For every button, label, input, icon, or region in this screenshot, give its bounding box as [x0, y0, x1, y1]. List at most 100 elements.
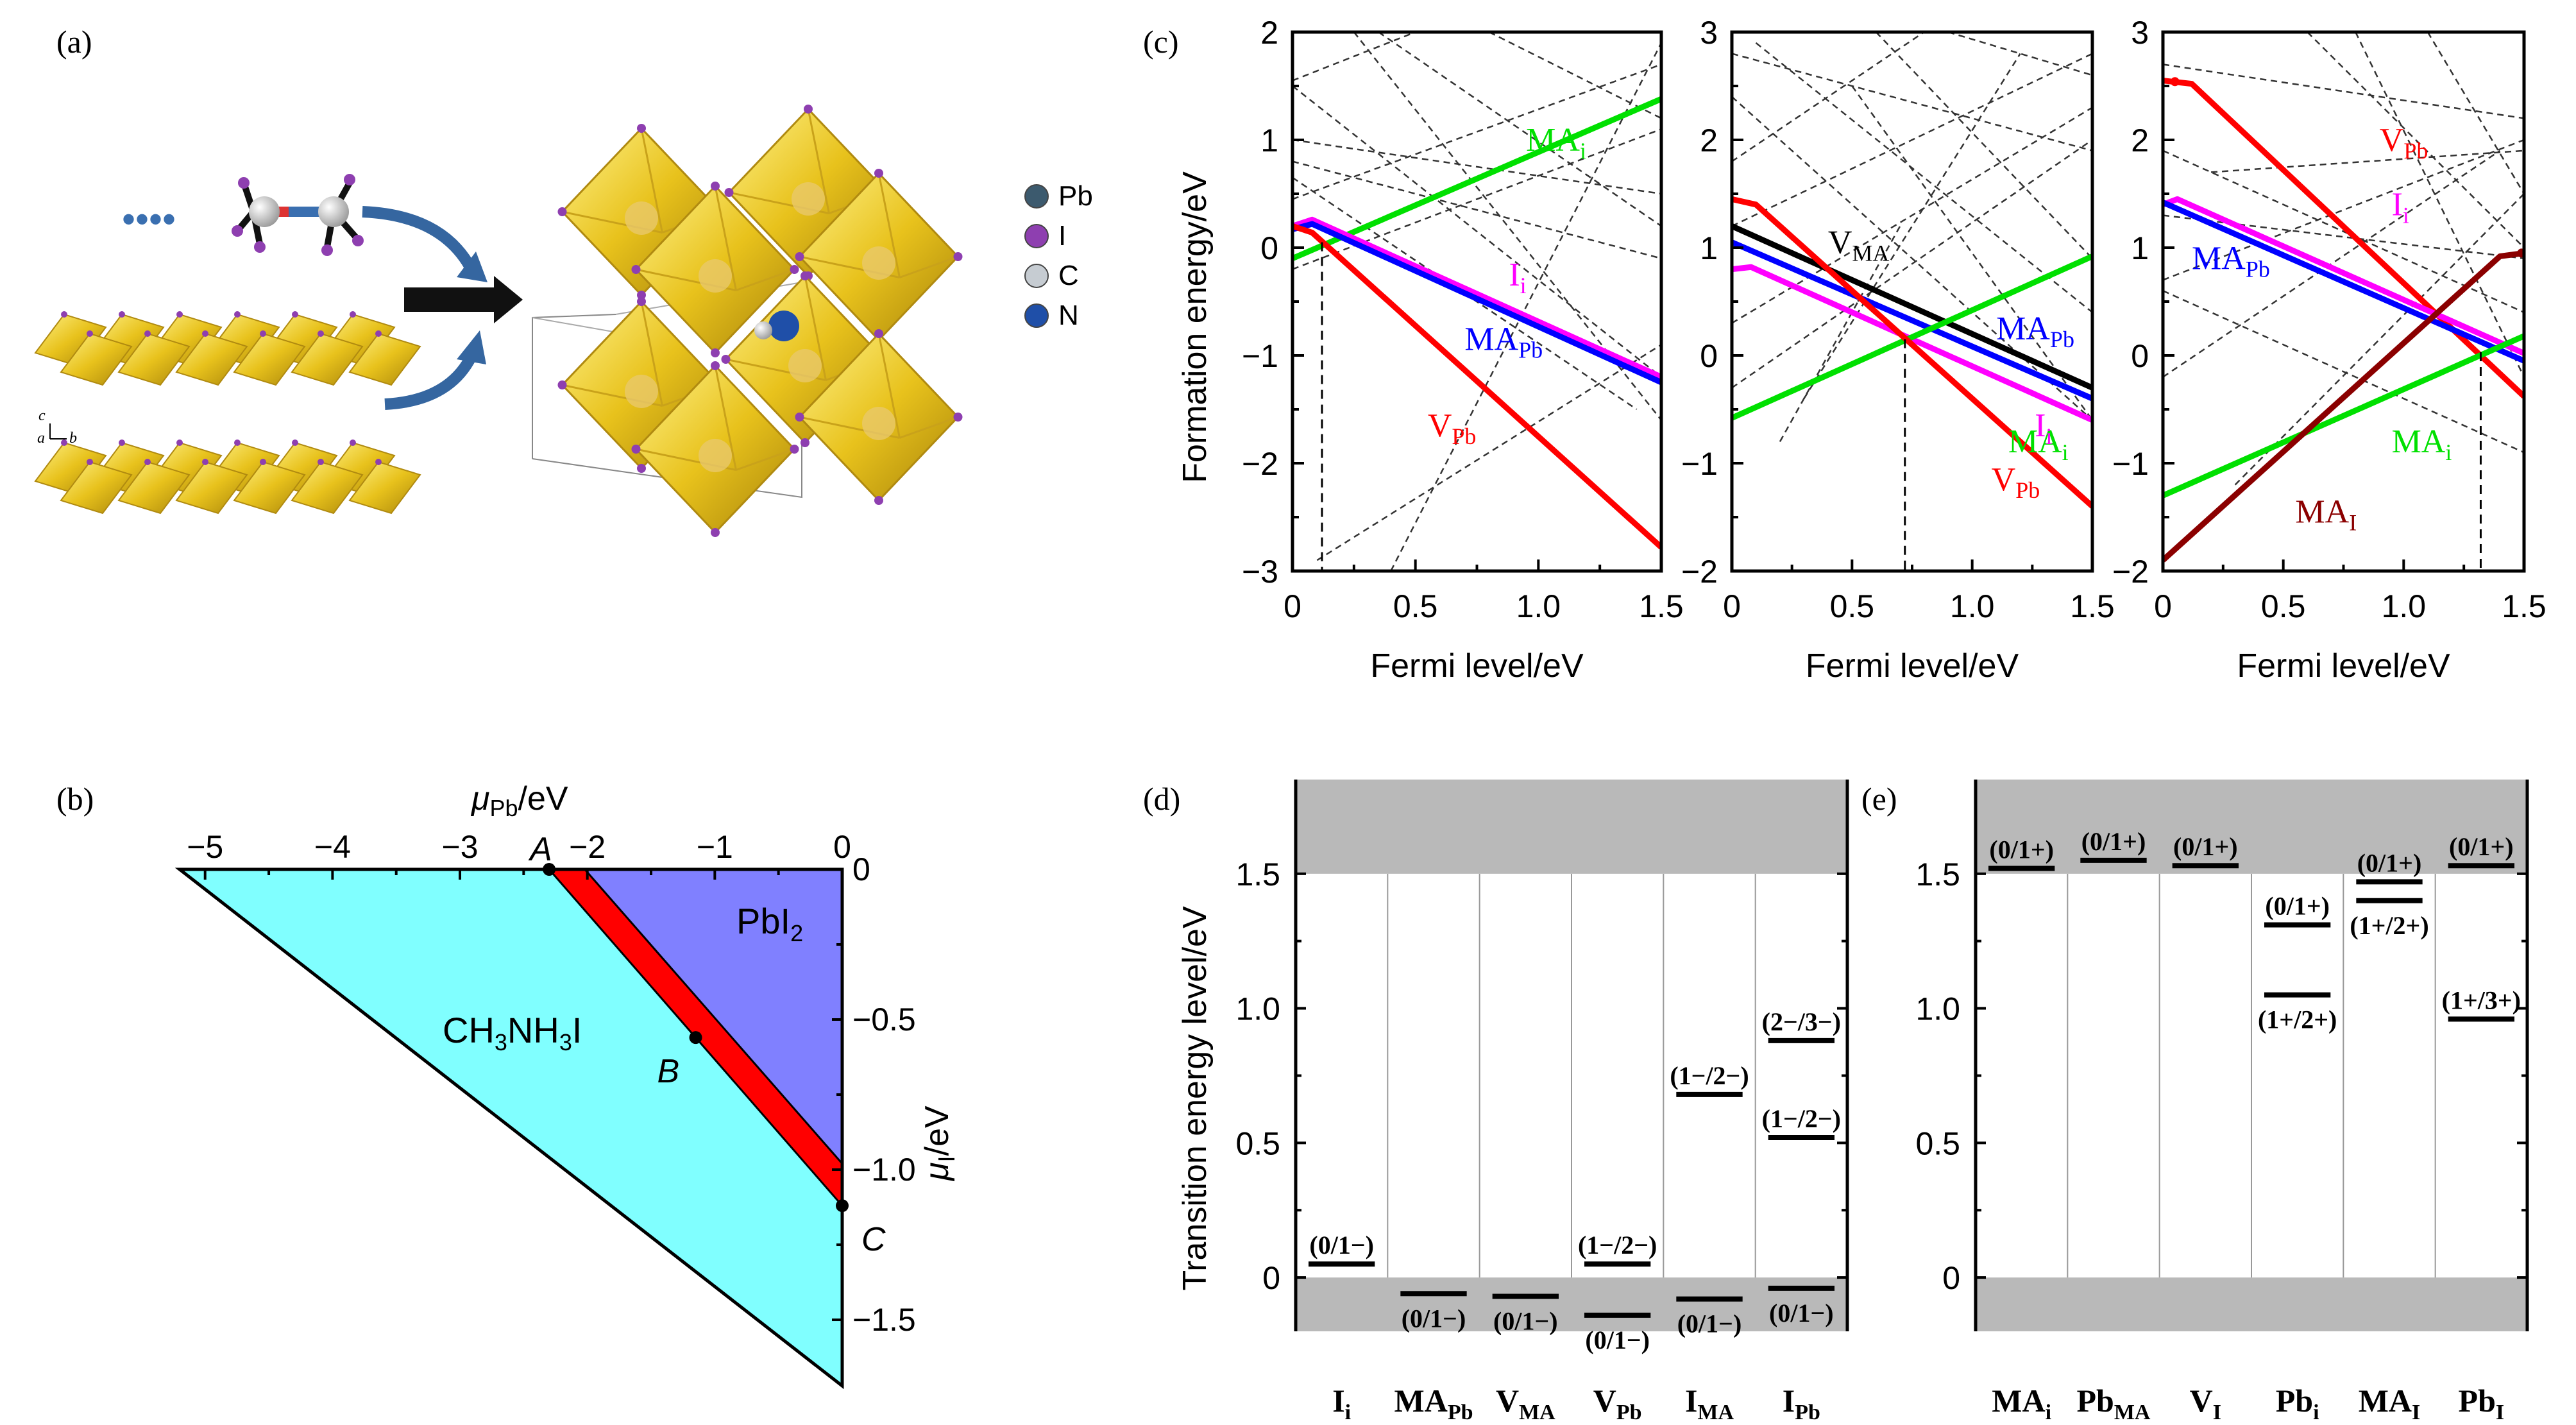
iodine-atom — [292, 311, 298, 318]
dashed-defect-line — [1390, 42, 1661, 571]
dashed-defect-line — [1378, 32, 1661, 227]
c-y-axis-title: Formation energy/eV — [1176, 171, 1214, 483]
transition-level-label: (0/1−) — [1769, 1299, 1834, 1327]
dashed-defect-line — [2163, 149, 2524, 313]
perovskite-structure-illustration — [532, 105, 963, 537]
iodine-atom — [87, 330, 93, 337]
dashed-defect-line — [2234, 193, 2524, 486]
legend-label-n: N — [1058, 300, 1079, 331]
valence-band — [1976, 1277, 2527, 1331]
transition-level-label: (2−/3−) — [1762, 1007, 1841, 1036]
iodine-atom — [724, 188, 734, 197]
transition-level-label: (0/1−) — [1402, 1304, 1466, 1333]
legend-atom-i-icon — [1024, 224, 1049, 248]
slab-octahedron — [348, 461, 421, 515]
b-x-tick-label: −4 — [314, 829, 351, 865]
dashed-defect-line — [1292, 160, 1661, 260]
series-line-mai — [2163, 333, 2524, 499]
point-c-marker — [836, 1199, 849, 1213]
dashed-defect-line — [1292, 128, 1661, 270]
c-y-tick-label: 2 — [2131, 123, 2149, 158]
panel-d: (d) Transition energy level/eV 1.5 1.0 0.5… — [1143, 780, 1849, 1424]
b-y-tick-label: −1.5 — [852, 1302, 916, 1338]
lead-atom — [862, 407, 895, 440]
line-label-mai: MAi — [1526, 122, 1586, 164]
slab-octahedron — [233, 332, 306, 386]
transition-level-label: (1−/2−) — [1670, 1061, 1749, 1090]
transition-level-label: (0/1+) — [2357, 848, 2422, 877]
c-y-tick-label: 2 — [1700, 123, 1718, 158]
dashed-defect-line — [1947, 32, 2092, 76]
transition-level-label: (1−/2−) — [1762, 1104, 1841, 1133]
slab-octahedron — [34, 313, 107, 367]
transition-level-label: (1+/2+) — [2258, 1005, 2337, 1034]
c-x-tick-label: 0 — [1284, 588, 1301, 624]
c-x-axis-title: Fermi level/eV — [1370, 647, 1584, 685]
octahedron-edge — [640, 301, 663, 406]
line-label-mai: MAI — [2295, 493, 2357, 535]
dashed-defect-line — [1755, 42, 2092, 313]
slab-octahedron — [60, 332, 133, 386]
iodine-atom — [202, 459, 208, 465]
iodine-atom — [234, 439, 241, 446]
dashed-defect-line — [1732, 53, 2092, 152]
dashed-defect-line — [1779, 225, 1901, 443]
dashed-defect-line — [1875, 32, 2092, 259]
legend-label-pb: Pb — [1058, 180, 1093, 212]
panel-c-label: (c) — [1143, 24, 1179, 60]
slab-octahedron — [291, 332, 364, 386]
iodine-atom — [318, 459, 324, 465]
line-label-mapb: MAPb — [2192, 241, 2270, 282]
y-tick-label: 1.5 — [1915, 857, 1960, 892]
c-subplot-2: 0 0.5 1.0 1.5 3 2 1 0 −1 −2 Fermi level/eV VMA MAPb M… — [1681, 15, 2115, 685]
lead-atom — [788, 349, 822, 382]
panel-b: (b) −5 −4 −3 −2 −1 00 −0.5 −1.0 −1.5 μPb/eV μI/e… — [56, 780, 960, 1390]
c-x-tick-label: 1.0 — [1950, 588, 1995, 624]
dashed-defect-line — [1803, 53, 2021, 399]
iodine-atom — [375, 330, 382, 337]
plot-area — [1732, 32, 2092, 571]
transition-level-label: (0/1+) — [2081, 827, 2146, 856]
c-y-tick-label: −1 — [1242, 338, 1278, 374]
legend-label-i: I — [1058, 220, 1066, 252]
y-tick-label: 0 — [1942, 1260, 1960, 1296]
iodine-atom — [721, 355, 731, 364]
iodine-atom — [790, 445, 799, 454]
line-label-mapb: MAPb — [1464, 321, 1543, 363]
c-x-tick-label: 0 — [1723, 588, 1741, 624]
iodine-atom — [711, 182, 720, 191]
iodine-atom — [711, 348, 720, 357]
iodine-atom — [953, 252, 963, 261]
iodine-atom — [318, 330, 324, 337]
series-line-vma — [1732, 223, 2092, 391]
slab-octahedron — [175, 461, 248, 515]
transition-level-label: (0/1+) — [2265, 892, 2330, 921]
series-line-vpb — [1732, 196, 2092, 509]
iodine-atom — [119, 439, 125, 446]
iodine-atom — [874, 496, 883, 505]
category-label-mapb: MAPb — [1394, 1383, 1473, 1424]
iodine-atom — [234, 311, 241, 318]
y-tick-label: 1.0 — [1915, 991, 1960, 1027]
octahedron-edge — [877, 333, 901, 438]
c-y-tick-label: 0 — [1260, 230, 1278, 266]
iodine-atom — [801, 271, 809, 280]
transition-level-label: (0/1+) — [2449, 832, 2514, 861]
b-x-tick-label: −1 — [697, 829, 733, 865]
c-x-axis-title: Fermi level/eV — [2237, 647, 2450, 685]
lead-atom — [792, 182, 825, 216]
category-label-ipb: IPb — [1783, 1383, 1820, 1424]
dashed-defect-line — [1732, 32, 1925, 162]
line-label-vpb: VPb — [1428, 407, 1477, 449]
line-label-vpb: VPb — [1992, 461, 2040, 503]
c-y-tick-label: 3 — [1700, 15, 1718, 51]
triangle-outline — [174, 867, 844, 1390]
series-line-mai — [2163, 250, 2524, 563]
iodine-atom — [637, 464, 646, 473]
dashed-defect-line — [1292, 139, 1661, 195]
transition-level-label: (0/1−) — [1309, 1231, 1374, 1259]
iodine-atom — [631, 445, 641, 454]
iodine-atom — [87, 459, 93, 465]
transition-level-label: (0/1+) — [2173, 832, 2238, 861]
series-line-mai — [1292, 96, 1661, 261]
